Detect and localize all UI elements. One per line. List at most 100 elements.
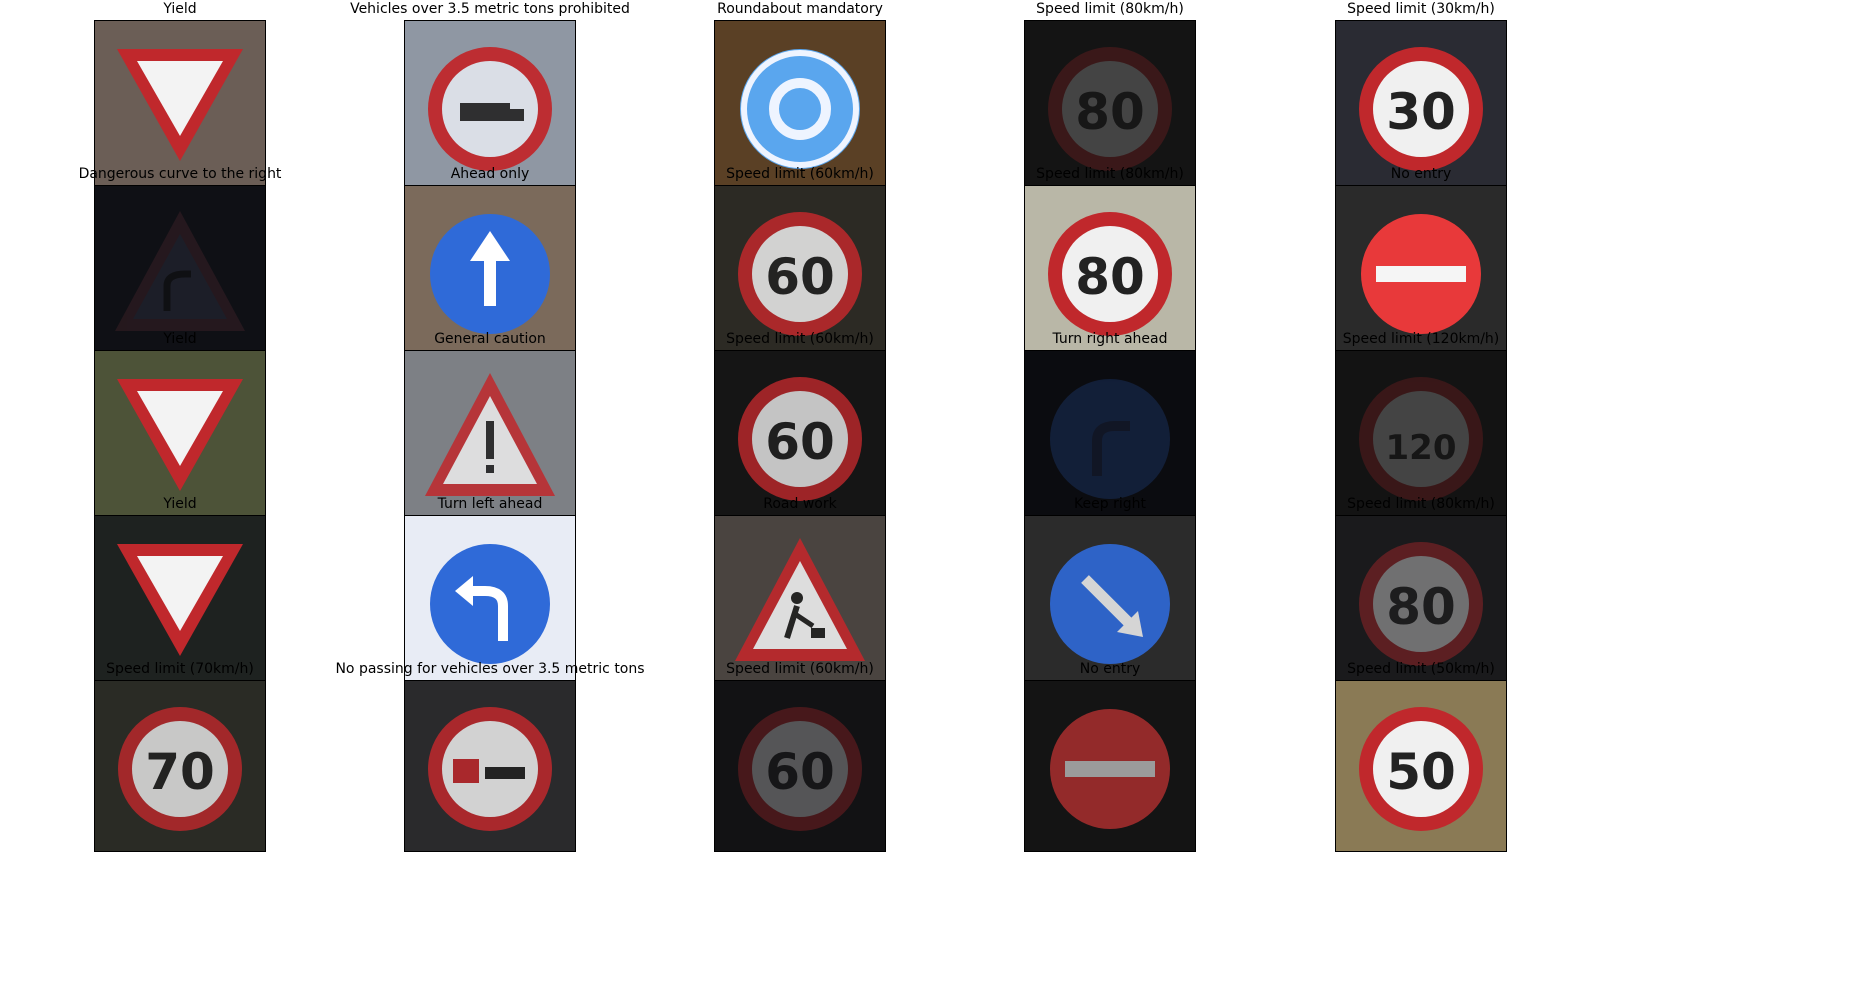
sign-no-entry-icon	[1336, 186, 1506, 356]
sign-label: Road work	[763, 496, 837, 512]
sign-image: 50	[1335, 680, 1507, 852]
sign-label: Turn left ahead	[437, 496, 543, 512]
sign-ahead-only-icon	[405, 186, 575, 356]
sign-truck-prohibited-icon	[405, 21, 575, 191]
svg-text:70: 70	[145, 743, 215, 801]
sign-speed-60-icon: 60	[715, 681, 885, 851]
sign-tile: Speed limit (70km/h) 70	[94, 660, 266, 853]
sign-tile: No entry	[1335, 165, 1507, 358]
sign-image	[1024, 515, 1196, 687]
sign-image	[714, 515, 886, 687]
svg-text:50: 50	[1386, 743, 1456, 801]
sign-speed-60-icon: 60	[715, 351, 885, 521]
sign-label: Speed limit (70km/h)	[106, 661, 254, 677]
sign-image	[1024, 680, 1196, 852]
sign-label: Speed limit (60km/h)	[726, 331, 874, 347]
sign-tile: Speed limit (50km/h) 50	[1335, 660, 1507, 853]
sign-image	[404, 515, 576, 687]
sign-yield-icon	[95, 21, 265, 191]
sign-label: General caution	[434, 331, 546, 347]
sign-curve-right-icon	[95, 186, 265, 356]
svg-text:80: 80	[1075, 248, 1145, 306]
svg-text:80: 80	[1386, 578, 1456, 636]
sign-label: Yield	[163, 496, 197, 512]
sign-image	[404, 680, 576, 852]
sign-tile: Speed limit (120km/h) 120	[1335, 330, 1507, 523]
sign-label: Speed limit (60km/h)	[726, 661, 874, 677]
sign-speed-60-icon: 60	[715, 186, 885, 356]
sign-tile: Roundabout mandatory	[714, 0, 886, 193]
sign-label: No passing for vehicles over 3.5 metric …	[335, 661, 645, 677]
sign-tile: Speed limit (30km/h) 30	[1335, 0, 1507, 193]
sign-tile: Speed limit (80km/h) 80	[1335, 495, 1507, 688]
sign-image: 60	[714, 185, 886, 357]
sign-image: 60	[714, 350, 886, 522]
sign-image: 60	[714, 680, 886, 852]
sign-tile: Speed limit (60km/h) 60	[714, 660, 886, 853]
svg-text:60: 60	[765, 743, 835, 801]
sign-roundabout-icon	[715, 21, 885, 191]
sign-image	[404, 20, 576, 192]
sign-general-caution-icon	[405, 351, 575, 521]
sign-label: Speed limit (80km/h)	[1036, 1, 1184, 17]
sign-image: 70	[94, 680, 266, 852]
sign-image	[404, 185, 576, 357]
sign-tile: Dangerous curve to the right	[79, 165, 281, 358]
sign-tile: Vehicles over 3.5 metric tons prohibited	[350, 0, 630, 193]
sign-label: Speed limit (80km/h)	[1347, 496, 1495, 512]
sign-label: Turn right ahead	[1052, 331, 1168, 347]
sign-label: Keep right	[1074, 496, 1146, 512]
sign-label: No entry	[1390, 166, 1452, 182]
sign-keep-right-icon	[1025, 516, 1195, 686]
sign-yield-icon	[95, 516, 265, 686]
sign-speed-80-icon: 80	[1025, 186, 1195, 356]
sign-tile: Keep right	[1024, 495, 1196, 688]
sign-speed-120-icon: 120	[1336, 351, 1506, 521]
sign-tile: Ahead only	[404, 165, 576, 358]
sign-tile: Turn right ahead	[1024, 330, 1196, 523]
sign-label: Speed limit (50km/h)	[1347, 661, 1495, 677]
sign-tile: Speed limit (60km/h) 60	[714, 165, 886, 358]
sign-image	[94, 185, 266, 357]
sign-no-entry-icon	[1025, 681, 1195, 851]
sign-image: 30	[1335, 20, 1507, 192]
sign-label: Dangerous curve to the right	[78, 166, 282, 182]
sign-label: Vehicles over 3.5 metric tons prohibited	[350, 1, 630, 17]
sign-no-passing-trucks-icon	[405, 681, 575, 851]
sign-label: No entry	[1079, 661, 1141, 677]
sign-image	[714, 20, 886, 192]
svg-text:80: 80	[1075, 83, 1145, 141]
sign-tile: No entry	[1024, 660, 1196, 853]
sign-tile: Yield	[94, 0, 266, 193]
sign-image	[94, 20, 266, 192]
svg-text:30: 30	[1386, 83, 1456, 141]
sign-speed-70-icon: 70	[95, 681, 265, 851]
sign-turn-right-icon	[1025, 351, 1195, 521]
sign-speed-80-icon: 80	[1025, 21, 1195, 191]
sign-label: Yield	[163, 331, 197, 347]
sign-tile: Turn left ahead	[404, 495, 576, 688]
sign-label: Speed limit (60km/h)	[726, 166, 874, 182]
sign-label: Roundabout mandatory	[717, 1, 883, 17]
sign-label: Speed limit (80km/h)	[1036, 166, 1184, 182]
sign-label: Ahead only	[450, 166, 530, 182]
sign-tile: Speed limit (80km/h) 80	[1024, 165, 1196, 358]
sign-yield-icon	[95, 351, 265, 521]
sign-tile: Speed limit (60km/h) 60	[714, 330, 886, 523]
sign-label: Yield	[163, 1, 197, 17]
sign-image: 80	[1335, 515, 1507, 687]
sign-speed-50-icon: 50	[1336, 681, 1506, 851]
sign-speed-30-icon: 30	[1336, 21, 1506, 191]
sign-image: 120	[1335, 350, 1507, 522]
sign-label: Speed limit (30km/h)	[1347, 1, 1495, 17]
sign-road-work-icon	[715, 516, 885, 686]
sign-image: 80	[1024, 20, 1196, 192]
sign-image	[1024, 350, 1196, 522]
svg-text:60: 60	[765, 248, 835, 306]
sign-image	[94, 350, 266, 522]
sign-tile: No passing for vehicles over 3.5 metric …	[335, 660, 645, 853]
svg-text:120: 120	[1386, 428, 1457, 468]
sign-tile: Speed limit (80km/h) 80	[1024, 0, 1196, 193]
sign-speed-80-icon: 80	[1336, 516, 1506, 686]
